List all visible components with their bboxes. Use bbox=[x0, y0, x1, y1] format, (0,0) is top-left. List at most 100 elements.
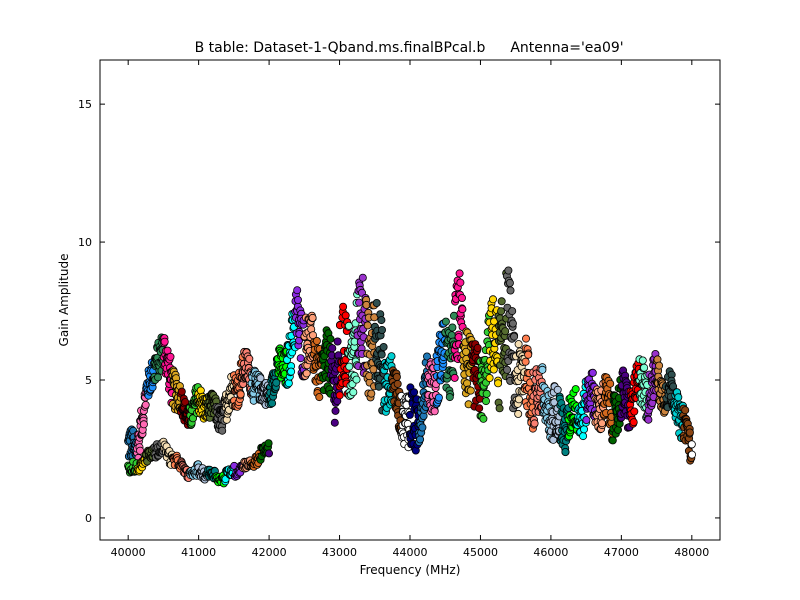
data-point bbox=[466, 386, 475, 395]
data-point bbox=[588, 368, 597, 377]
data-point bbox=[674, 393, 683, 402]
x-tick-label: 40000 bbox=[111, 546, 146, 559]
x-tick-label: 48000 bbox=[674, 546, 709, 559]
data-point bbox=[302, 369, 311, 378]
x-tick-label: 43000 bbox=[322, 546, 357, 559]
chart-title: B table: Dataset-1-Qband.ms.finalBPcal.b bbox=[195, 40, 486, 56]
data-point bbox=[510, 332, 519, 341]
data-point bbox=[481, 397, 490, 406]
data-point bbox=[489, 365, 498, 374]
data-point bbox=[405, 410, 414, 419]
data-point bbox=[293, 295, 302, 304]
data-point bbox=[524, 350, 533, 359]
data-point bbox=[293, 286, 302, 295]
data-point bbox=[503, 365, 512, 374]
data-point bbox=[522, 334, 531, 343]
y-axis-label: Gain Amplitude bbox=[57, 254, 71, 347]
data-point bbox=[445, 393, 454, 402]
data-point bbox=[669, 382, 678, 391]
data-point bbox=[326, 334, 335, 343]
data-point bbox=[521, 357, 530, 366]
data-point bbox=[479, 414, 488, 423]
data-point bbox=[345, 362, 354, 371]
data-point bbox=[315, 393, 324, 402]
data-point bbox=[497, 297, 506, 306]
data-point bbox=[330, 418, 339, 427]
data-point bbox=[387, 352, 396, 361]
data-point bbox=[441, 317, 450, 326]
data-point bbox=[494, 379, 503, 388]
data-point bbox=[355, 298, 364, 307]
data-point bbox=[455, 269, 464, 278]
data-point bbox=[506, 286, 515, 295]
data-point bbox=[160, 337, 169, 346]
data-point bbox=[339, 302, 348, 311]
data-point bbox=[505, 278, 514, 287]
data-point bbox=[638, 356, 647, 365]
data-point bbox=[454, 333, 463, 342]
data-point bbox=[447, 331, 456, 340]
data-point bbox=[369, 365, 378, 374]
x-tick-label: 47000 bbox=[604, 546, 639, 559]
data-point bbox=[328, 344, 337, 353]
data-point bbox=[579, 432, 588, 441]
y-tick-label: 15 bbox=[78, 98, 92, 111]
data-point bbox=[561, 447, 570, 456]
data-point bbox=[379, 342, 388, 351]
data-point bbox=[687, 440, 696, 449]
data-point bbox=[422, 352, 431, 361]
data-point bbox=[514, 395, 523, 404]
data-point bbox=[504, 266, 513, 275]
data-point bbox=[166, 352, 175, 361]
data-point bbox=[139, 420, 148, 429]
data-point bbox=[497, 307, 506, 316]
data-point bbox=[582, 415, 591, 424]
data-point bbox=[608, 436, 617, 445]
data-point bbox=[685, 428, 694, 437]
data-point bbox=[153, 373, 162, 382]
data-point bbox=[367, 389, 376, 398]
data-point bbox=[606, 379, 615, 388]
data-points bbox=[124, 266, 697, 488]
data-point bbox=[341, 311, 350, 320]
y-tick-label: 10 bbox=[78, 236, 92, 249]
data-point bbox=[358, 273, 367, 282]
data-point bbox=[458, 305, 467, 314]
data-point bbox=[377, 325, 386, 334]
data-point bbox=[136, 446, 145, 455]
data-point bbox=[312, 336, 321, 345]
data-point bbox=[629, 418, 638, 427]
data-point bbox=[530, 419, 539, 428]
data-point bbox=[236, 390, 245, 399]
data-point bbox=[296, 354, 305, 363]
data-point bbox=[456, 278, 465, 287]
data-point bbox=[245, 354, 254, 363]
data-point bbox=[352, 375, 361, 384]
data-point bbox=[434, 393, 443, 402]
data-point bbox=[410, 388, 419, 397]
data-point bbox=[264, 449, 273, 458]
data-point bbox=[508, 319, 517, 328]
data-point bbox=[681, 406, 690, 415]
data-point bbox=[495, 404, 504, 413]
data-point bbox=[349, 388, 358, 397]
data-point bbox=[392, 372, 401, 381]
plot-background bbox=[100, 60, 720, 540]
data-point bbox=[655, 361, 664, 370]
data-point bbox=[377, 350, 386, 359]
data-point bbox=[553, 385, 562, 394]
data-point bbox=[331, 406, 340, 415]
data-point bbox=[377, 316, 386, 325]
data-point bbox=[630, 407, 639, 416]
chart-subtitle: Antenna='ea09' bbox=[510, 40, 623, 56]
data-point bbox=[457, 293, 466, 302]
data-point bbox=[501, 327, 510, 336]
data-point bbox=[475, 404, 484, 413]
data-point bbox=[344, 321, 353, 330]
data-point bbox=[284, 379, 293, 388]
data-point bbox=[218, 426, 227, 435]
data-point bbox=[571, 385, 580, 394]
data-point bbox=[430, 407, 439, 416]
data-point bbox=[363, 321, 372, 330]
data-point bbox=[482, 389, 491, 398]
